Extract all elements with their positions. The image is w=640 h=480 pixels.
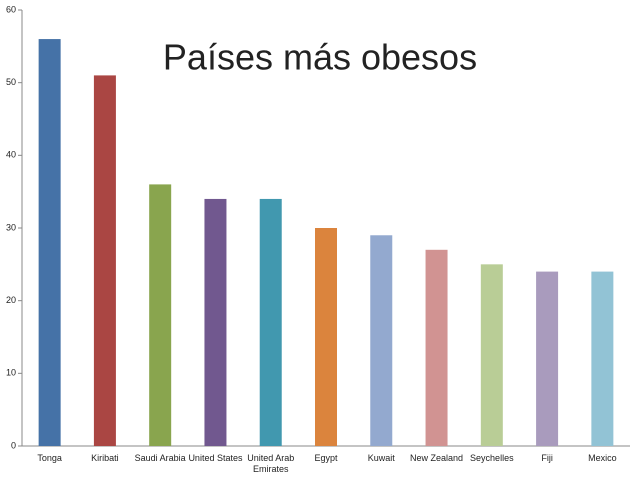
x-tick-label: Mexico [588, 453, 617, 463]
x-tick-label: Kiribati [91, 453, 119, 463]
bar [204, 198, 227, 446]
x-tick-label: Seychelles [470, 453, 514, 463]
bar [38, 39, 61, 447]
y-tick-label: 20 [6, 295, 16, 305]
bar [93, 75, 116, 447]
bar [591, 271, 614, 446]
y-tick-label: 50 [6, 77, 16, 87]
bar [536, 271, 559, 446]
x-tick-label: Tonga [37, 453, 62, 463]
bar [425, 249, 448, 446]
bar [315, 228, 337, 446]
bar [259, 198, 282, 446]
bar [480, 264, 503, 446]
bar [149, 184, 172, 446]
y-tick-label: 0 [11, 440, 16, 450]
bar [370, 235, 393, 446]
y-tick-label: 60 [6, 4, 16, 14]
y-tick-label: 10 [6, 368, 16, 378]
chart-title: Países más obesos [163, 37, 477, 78]
x-tick-label: United Arab Emirates [247, 453, 295, 474]
x-tick-label: Fiji [541, 453, 553, 463]
x-tick-label: New Zealand [410, 453, 464, 463]
x-tick-label: Kuwait [367, 453, 395, 463]
y-tick-label: 40 [6, 150, 16, 160]
x-tick-label: Saudi Arabia [134, 453, 186, 463]
x-tick-label: Egypt [314, 453, 338, 463]
y-tick-label: 30 [6, 222, 16, 232]
x-tick-label: United States [188, 453, 243, 463]
